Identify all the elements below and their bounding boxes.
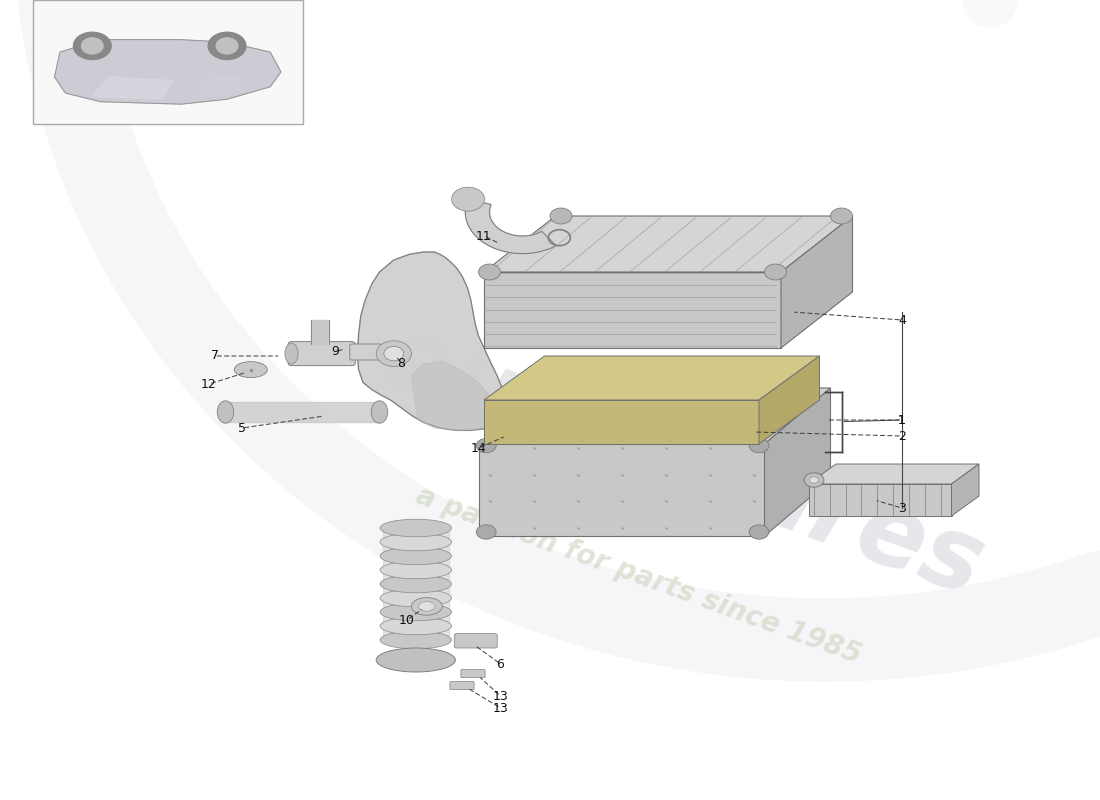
Ellipse shape <box>381 547 452 565</box>
Ellipse shape <box>381 618 452 635</box>
Text: 5: 5 <box>238 422 246 434</box>
Text: 6: 6 <box>496 658 505 670</box>
Ellipse shape <box>418 602 436 611</box>
Polygon shape <box>484 400 759 444</box>
FancyBboxPatch shape <box>350 344 382 360</box>
Text: 14: 14 <box>471 442 486 454</box>
Ellipse shape <box>381 631 452 649</box>
Ellipse shape <box>381 533 452 550</box>
Text: 7: 7 <box>210 350 219 362</box>
Ellipse shape <box>381 519 452 537</box>
Circle shape <box>550 208 572 224</box>
Text: 13: 13 <box>493 690 508 702</box>
Polygon shape <box>484 356 820 400</box>
Circle shape <box>804 473 824 487</box>
Circle shape <box>476 438 496 453</box>
Ellipse shape <box>234 362 267 378</box>
FancyBboxPatch shape <box>454 634 497 648</box>
Polygon shape <box>478 444 764 536</box>
FancyBboxPatch shape <box>288 342 355 366</box>
Ellipse shape <box>218 401 233 423</box>
Text: 4: 4 <box>898 314 906 326</box>
Ellipse shape <box>371 401 387 423</box>
Ellipse shape <box>411 598 442 615</box>
Text: a passion for parts since 1985: a passion for parts since 1985 <box>411 482 865 670</box>
Text: 12: 12 <box>201 378 217 390</box>
Ellipse shape <box>81 38 103 54</box>
Polygon shape <box>781 216 852 348</box>
Circle shape <box>810 477 818 483</box>
Polygon shape <box>465 199 557 254</box>
Text: 8: 8 <box>397 358 406 370</box>
Ellipse shape <box>208 32 246 59</box>
Polygon shape <box>808 484 952 516</box>
Ellipse shape <box>74 32 111 59</box>
Text: 3: 3 <box>898 502 906 514</box>
Polygon shape <box>478 388 830 444</box>
Polygon shape <box>484 272 781 348</box>
Circle shape <box>749 525 769 539</box>
Text: 10: 10 <box>399 614 415 626</box>
Ellipse shape <box>381 603 452 621</box>
Circle shape <box>384 346 404 361</box>
FancyBboxPatch shape <box>450 682 474 690</box>
Circle shape <box>478 264 500 280</box>
Ellipse shape <box>217 38 238 54</box>
Text: 13: 13 <box>493 702 508 714</box>
Polygon shape <box>358 252 506 430</box>
Text: 1: 1 <box>898 414 906 426</box>
Bar <box>33 0 302 124</box>
Ellipse shape <box>376 648 455 672</box>
Circle shape <box>830 208 852 224</box>
Polygon shape <box>484 216 852 272</box>
Polygon shape <box>55 40 280 104</box>
Text: 9: 9 <box>331 346 340 358</box>
Circle shape <box>764 264 786 280</box>
Ellipse shape <box>381 575 452 593</box>
Circle shape <box>476 525 496 539</box>
Polygon shape <box>764 388 830 536</box>
Text: 2: 2 <box>898 430 906 442</box>
Circle shape <box>452 187 485 211</box>
Polygon shape <box>92 77 173 99</box>
Polygon shape <box>759 356 820 444</box>
Polygon shape <box>411 362 497 430</box>
Text: eurospares: eurospares <box>368 310 996 618</box>
Circle shape <box>749 438 769 453</box>
FancyBboxPatch shape <box>461 670 485 678</box>
Ellipse shape <box>285 343 298 364</box>
Ellipse shape <box>381 562 452 579</box>
Circle shape <box>376 341 411 366</box>
Polygon shape <box>200 77 243 97</box>
Text: 1: 1 <box>898 414 906 426</box>
Polygon shape <box>952 464 979 516</box>
Ellipse shape <box>381 589 452 606</box>
Text: 11: 11 <box>476 230 492 242</box>
Polygon shape <box>808 464 979 484</box>
